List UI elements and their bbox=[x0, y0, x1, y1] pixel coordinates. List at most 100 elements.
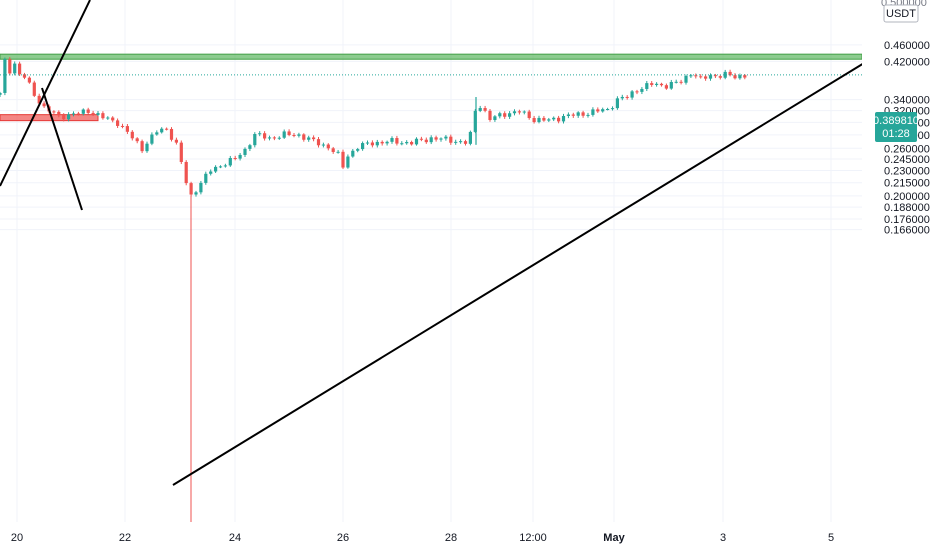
candle-body bbox=[174, 139, 178, 143]
y-tick-label: 0.215000 bbox=[884, 178, 930, 190]
candle-body bbox=[655, 83, 659, 85]
candle-body bbox=[576, 112, 580, 116]
currency-badge[interactable]: USDT bbox=[883, 4, 919, 23]
candle-body bbox=[169, 128, 174, 140]
candle-body bbox=[258, 133, 262, 135]
candle-body bbox=[640, 88, 644, 92]
rising-support-trendline[interactable] bbox=[172, 56, 875, 486]
candle-body bbox=[356, 149, 360, 151]
candle-body bbox=[454, 141, 458, 143]
y-tick-label: 0.166000 bbox=[884, 225, 930, 237]
candle-body bbox=[267, 137, 272, 139]
x-tick-label: 28 bbox=[445, 532, 457, 544]
y-tick-label: 0.260000 bbox=[884, 143, 930, 155]
candle-body bbox=[32, 82, 36, 96]
candle-body bbox=[228, 158, 232, 166]
candle-body bbox=[101, 113, 105, 119]
candle-body bbox=[557, 117, 561, 122]
candle-body bbox=[679, 81, 683, 83]
candle-body bbox=[459, 141, 463, 143]
grid bbox=[0, 0, 862, 522]
candle-body bbox=[365, 142, 370, 144]
y-tick-label: 0.340000 bbox=[884, 95, 930, 107]
candle-body bbox=[606, 109, 610, 111]
candle-body bbox=[532, 118, 536, 123]
candle-body bbox=[81, 109, 85, 114]
countdown-value: 01:28 bbox=[882, 128, 910, 140]
candle-body bbox=[424, 139, 428, 143]
candle-body bbox=[473, 110, 477, 132]
candle-body bbox=[601, 109, 605, 112]
candle-body bbox=[91, 112, 95, 115]
candle-body bbox=[463, 141, 468, 144]
candle-body bbox=[321, 144, 325, 146]
x-tick-label: 22 bbox=[119, 532, 131, 544]
candle-body bbox=[140, 141, 144, 152]
time-axis-bg[interactable] bbox=[0, 522, 862, 550]
candle-body bbox=[282, 131, 286, 138]
candle-body bbox=[62, 115, 66, 120]
candle-body bbox=[483, 108, 487, 111]
candle-body bbox=[664, 85, 668, 89]
candle-body bbox=[674, 81, 678, 83]
candle-body bbox=[498, 113, 502, 117]
candle-body bbox=[336, 151, 340, 153]
candle-body bbox=[106, 117, 110, 119]
trendlines bbox=[0, 0, 875, 486]
candle-body bbox=[689, 75, 693, 77]
candle-body bbox=[375, 141, 379, 146]
x-tick-label: 26 bbox=[337, 532, 349, 544]
candle-body bbox=[581, 112, 585, 116]
candle-body bbox=[302, 134, 306, 140]
candle-body bbox=[292, 134, 296, 136]
candle-body bbox=[86, 109, 90, 113]
candle-body bbox=[361, 143, 365, 150]
candle-body bbox=[116, 120, 120, 126]
candle-body bbox=[522, 111, 526, 113]
steep-up-trendline[interactable] bbox=[0, 0, 91, 187]
candle-body bbox=[625, 96, 629, 98]
y-tick-label: 0.230000 bbox=[884, 166, 930, 178]
candle-body bbox=[478, 108, 482, 111]
x-tick-label: 3 bbox=[720, 532, 726, 544]
support-zone[interactable] bbox=[0, 114, 99, 122]
candle-body bbox=[3, 59, 7, 93]
price-axis-bg[interactable] bbox=[862, 0, 932, 550]
candle-body bbox=[718, 76, 722, 78]
candle-body bbox=[508, 113, 512, 117]
candle-body bbox=[331, 148, 335, 152]
candle-body bbox=[380, 141, 384, 144]
candle-body bbox=[312, 137, 316, 140]
candle-body bbox=[708, 75, 713, 79]
candle-body bbox=[326, 144, 330, 149]
candle-body bbox=[410, 141, 414, 145]
x-tick-label: 5 bbox=[828, 532, 834, 544]
candle-body bbox=[277, 137, 281, 139]
candle-body bbox=[517, 111, 521, 113]
candle-body bbox=[728, 71, 732, 76]
candle-body bbox=[635, 91, 639, 93]
candle-body bbox=[204, 173, 208, 183]
candle-body bbox=[542, 117, 546, 121]
candle-body bbox=[395, 138, 399, 144]
candle-body bbox=[419, 138, 423, 140]
resistance-zone[interactable] bbox=[0, 53, 863, 60]
candle-body bbox=[307, 137, 311, 140]
candle-body bbox=[316, 139, 321, 146]
candle-body bbox=[723, 71, 727, 78]
x-tick-label: 20 bbox=[11, 532, 23, 544]
candle-body bbox=[194, 192, 198, 195]
candle-body bbox=[444, 136, 448, 139]
candle-body bbox=[272, 137, 276, 139]
candle-body bbox=[184, 161, 188, 184]
candle-body bbox=[42, 103, 46, 107]
y-tick-label: 0.245000 bbox=[884, 154, 930, 166]
candle-body bbox=[537, 117, 541, 123]
candle-body bbox=[488, 110, 492, 120]
candle-body bbox=[414, 138, 419, 145]
drop-trendline[interactable] bbox=[41, 87, 83, 211]
candle-body bbox=[429, 137, 433, 143]
y-tick-label: 0.188000 bbox=[884, 202, 930, 214]
